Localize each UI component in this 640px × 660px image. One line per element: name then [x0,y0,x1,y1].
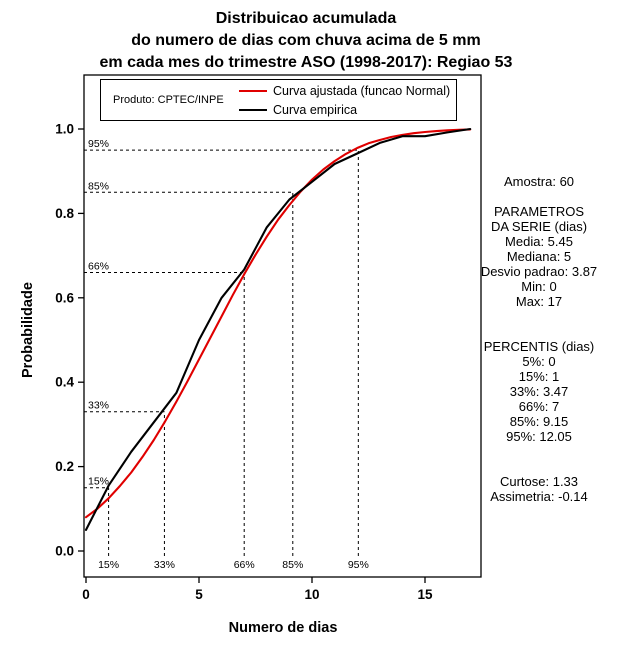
chart-title: Distribuicao acumulada do numero de dias… [0,8,612,74]
stats-line: DA SERIE (dias) [490,219,588,234]
y-tick-label: 0.0 [55,544,74,559]
stats-line: Curtose: 1.33 [499,474,579,489]
stats-line: Amostra: 60 [503,174,575,189]
stats-line [468,324,610,339]
percentile-label-bottom: 66% [234,559,255,571]
stats-line: Mediana: 5 [506,249,572,264]
fitted-curve-swatch [239,89,267,92]
stats-line: Assimetria: -0.14 [490,489,588,504]
empirical-curve [84,127,472,531]
x-tick-label: 5 [195,587,203,602]
chart-title-line1: Distribuicao acumulada [215,10,397,27]
chart-title-line2: do numero de dias com chuva acima de 5 m… [131,32,481,49]
legend-row-empirical: Curva empirica [239,102,456,117]
y-tick-label: 0.6 [55,290,74,305]
chart-title-line3: em cada mes do trimestre ASO (1998-2017)… [99,54,513,71]
percentile-label-left: 66% [88,260,109,272]
legend-row-fitted: Curva ajustada (funcao Normal) [239,83,456,98]
stats-line [468,309,610,324]
x-tick-label: 0 [82,587,90,602]
stats-line: 66%: 7 [518,399,560,414]
x-tick-label: 10 [304,587,319,602]
percentile-label-left: 95% [88,138,109,150]
y-tick-label: 0.2 [55,459,74,474]
stats-line: 15%: 1 [518,369,560,384]
stats-line: Min: 0 [521,279,557,294]
stats-line: 33%: 3.47 [509,384,569,399]
percentile-label-bottom: 85% [282,559,303,571]
y-tick-label: 0.4 [55,375,74,390]
fitted-curve [84,128,472,519]
stats-line: PERCENTIS (dias) [483,339,595,354]
empirical-curve-swatch [239,108,267,111]
stats-line: Desvio padrao: 3.87 [480,264,598,279]
x-tick-label: 15 [417,587,433,602]
stats-line: 95%: 12.05 [506,429,572,444]
y-axis-title: Probabilidade [20,282,36,378]
y-tick-label: 0.8 [55,206,74,221]
empirical-curve-label: Curva empirica [273,102,358,117]
percentile-label-left: 33% [88,400,109,412]
legend: Produto: CPTEC/INPE Curva ajustada (func… [100,79,457,121]
stats-line: PARAMETROS [493,204,585,219]
stats-line: Media: 5.45 [505,234,573,249]
legend-entries: Curva ajustada (funcao Normal) Curva emp… [239,83,456,117]
stats-line [468,459,610,474]
x-axis-title: Numero de dias [228,620,338,636]
percentile-label-bottom: 95% [348,559,369,571]
plot-border [83,74,482,578]
percentile-label-bottom: 15% [98,559,119,571]
stats-line [468,189,610,204]
product-label: Produto: CPTEC/INPE [113,94,224,106]
fitted-curve-label: Curva ajustada (funcao Normal) [273,83,451,98]
y-tick-label: 1.0 [55,122,74,137]
percentile-label-bottom: 33% [154,559,175,571]
stats-line: Max: 17 [515,294,563,309]
percentile-label-left: 15% [88,476,109,488]
percentile-label-left: 85% [88,180,109,192]
stats-panel: Amostra: 60 PARAMETROS DA SERIE (dias) Med… [468,174,610,504]
stats-line: 5%: 0 [522,354,556,369]
stats-line [468,444,610,459]
stats-line: 85%: 9.15 [509,414,569,429]
